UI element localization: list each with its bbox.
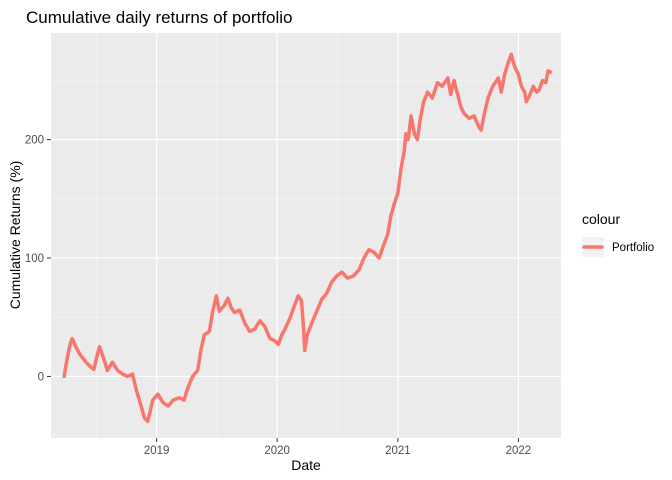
x-tick-label: 2019 bbox=[144, 445, 170, 457]
legend: colour Portfolio bbox=[582, 211, 654, 257]
series-line-portfolio bbox=[62, 52, 553, 424]
x-tick-label: 2020 bbox=[264, 445, 290, 457]
chart-title: Cumulative daily returns of portfolio bbox=[26, 8, 292, 27]
y-axis-title: Cumulative Returns (%) bbox=[7, 161, 23, 310]
x-tick-label: 2022 bbox=[506, 445, 532, 457]
y-tick-label: 100 bbox=[25, 253, 44, 265]
plot-panel bbox=[51, 33, 561, 438]
axis-ticks: 0 100 200 2019 2020 2021 2022 bbox=[25, 135, 531, 457]
y-tick-label: 0 bbox=[38, 371, 44, 383]
legend-title: colour bbox=[582, 211, 620, 227]
legend-label-portfolio: Portfolio bbox=[612, 242, 654, 254]
x-tick-label: 2021 bbox=[385, 445, 411, 457]
y-tick-label: 200 bbox=[25, 135, 44, 147]
series-layer bbox=[62, 52, 553, 424]
x-axis-title: Date bbox=[291, 457, 321, 473]
major-gridlines bbox=[51, 33, 561, 438]
